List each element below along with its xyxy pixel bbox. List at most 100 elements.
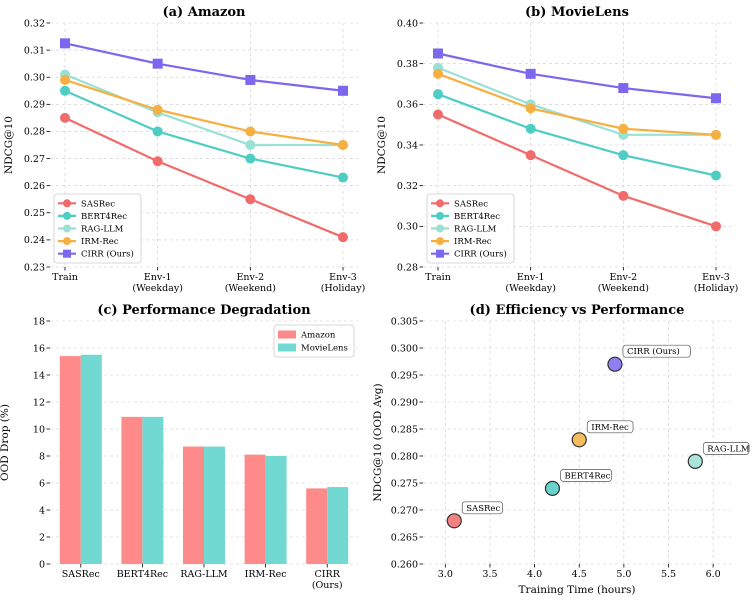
chart-title: (c) Performance Degradation — [97, 303, 311, 318]
data-point — [544, 480, 561, 496]
y-tick-label: 0.295 — [391, 370, 418, 381]
legend-box — [426, 193, 515, 264]
y-tick-label: 0.280 — [391, 451, 418, 462]
annotation-box — [622, 344, 691, 358]
series-line — [64, 78, 344, 147]
series-line — [64, 116, 344, 239]
data-point — [525, 150, 536, 161]
y-tick-label: 0.40 — [397, 18, 418, 29]
y-tick-label: 0.38 — [397, 59, 418, 70]
legend-swatch-marker — [436, 211, 444, 220]
x-tick-label: CIRR (Ours) — [312, 569, 343, 591]
panel-performance-degradation: 0 2 4 6 8 10 12 14 16 18 OOD Drop (%) (c) Performan… — [0, 303, 358, 591]
y-tick-label: 0.23 — [24, 262, 45, 273]
y-tick-label: 6 — [39, 478, 45, 489]
x-tick-label: Env-2 (Weekend) — [225, 272, 276, 294]
data-point — [338, 172, 348, 183]
y-tick-label: 0.34 — [397, 140, 418, 151]
data-point — [711, 93, 721, 104]
data-point — [60, 38, 70, 49]
legend-swatch-marker — [63, 224, 71, 233]
x-tick-label: 6.0 — [706, 569, 721, 580]
data-point — [433, 109, 443, 120]
y-tick-label: 18 — [33, 316, 45, 327]
data-point — [687, 453, 703, 469]
data-point — [338, 85, 348, 96]
bar — [142, 416, 164, 564]
y-tick-label: 0.275 — [391, 478, 418, 489]
y-axis-label: NDCG@10 — [376, 116, 388, 174]
x-tick-label: 4.5 — [572, 569, 587, 580]
data-point — [525, 68, 536, 79]
legend-label: CIRR (Ours) — [454, 249, 507, 260]
y-tick-label: 0.300 — [391, 343, 418, 354]
x-tick-label: Env-1 (Weekday) — [505, 272, 556, 294]
legend-label: MovieLens — [301, 344, 348, 354]
y-tick-label: 0.32 — [397, 181, 418, 192]
legend-swatch-marker — [63, 237, 71, 246]
chart-title: (d) Efficiency vs Performance — [470, 303, 685, 318]
series-line — [437, 113, 717, 228]
data-point — [245, 74, 256, 85]
legend-label: SASRec — [454, 199, 488, 209]
y-tick-label: 4 — [39, 505, 45, 516]
series-line — [437, 72, 717, 136]
legend-label: IRM-Rec — [81, 237, 119, 247]
data-point — [338, 232, 348, 243]
y-tick-label: 16 — [33, 343, 45, 354]
x-tick-label: RAG-LLM — [180, 569, 228, 580]
chart-title: (b) MovieLens — [525, 5, 629, 20]
legend-label: RAG-LLM — [81, 225, 124, 235]
data-point — [152, 126, 163, 137]
legend-swatch — [278, 343, 296, 352]
legend-swatch-marker — [63, 199, 71, 208]
data-point — [446, 513, 462, 529]
data-point — [618, 83, 629, 94]
data-point — [433, 48, 443, 59]
x-tick-label: 5.0 — [616, 569, 631, 580]
y-tick-label: 0.290 — [391, 397, 418, 408]
x-tick-label: 3.0 — [438, 569, 453, 580]
y-tick-label: 0.30 — [24, 73, 45, 84]
bar — [265, 456, 287, 564]
y-tick-label: 0.26 — [24, 181, 45, 192]
y-tick-label: 8 — [39, 451, 45, 462]
legend-label: BERT4Rec — [81, 212, 127, 222]
data-point — [152, 156, 163, 167]
bar — [306, 488, 328, 564]
y-tick-label: 10 — [33, 424, 45, 435]
x-axis-label: Training Time (hours) — [519, 584, 636, 596]
bar — [59, 356, 81, 564]
data-point — [618, 123, 629, 134]
x-tick-label: Env-3 (Holiday) — [694, 272, 739, 294]
data-point — [245, 194, 256, 205]
data-point — [711, 221, 721, 232]
data-point — [152, 104, 163, 115]
y-axis-label: NDCG@10 (OOD Avg) — [372, 383, 384, 501]
y-tick-label: 2 — [39, 532, 45, 543]
x-tick-label: 3.5 — [482, 569, 497, 580]
legend-label: IRM-Rec — [454, 237, 492, 247]
y-tick-label: 0.28 — [397, 262, 418, 273]
series-line — [64, 73, 343, 147]
x-tick-label: Env-2 (Weekend) — [598, 272, 649, 294]
legend-box — [53, 193, 142, 264]
annotation-label: CIRR (Ours) — [627, 346, 680, 357]
panel-efficiency-vs-performance: 0.260 0.265 0.270 0.275 0.280 0.285 0.290 0.295… — [372, 303, 750, 596]
annotation-label: BERT4Rec — [564, 471, 610, 481]
bar — [121, 416, 143, 564]
legend-swatch-marker — [436, 224, 444, 233]
annotation-box — [461, 501, 503, 515]
data-point — [711, 170, 721, 181]
data-point — [433, 89, 443, 100]
series-line — [64, 89, 344, 179]
legend-swatch-marker — [436, 199, 444, 208]
annotation-label: RAG-LLM — [707, 444, 750, 454]
legend-label: CIRR (Ours) — [81, 249, 134, 260]
series-line — [64, 42, 344, 92]
annotation-label: SASRec — [466, 504, 500, 514]
data-point — [525, 123, 536, 134]
data-point — [60, 74, 70, 85]
bar — [327, 487, 349, 564]
